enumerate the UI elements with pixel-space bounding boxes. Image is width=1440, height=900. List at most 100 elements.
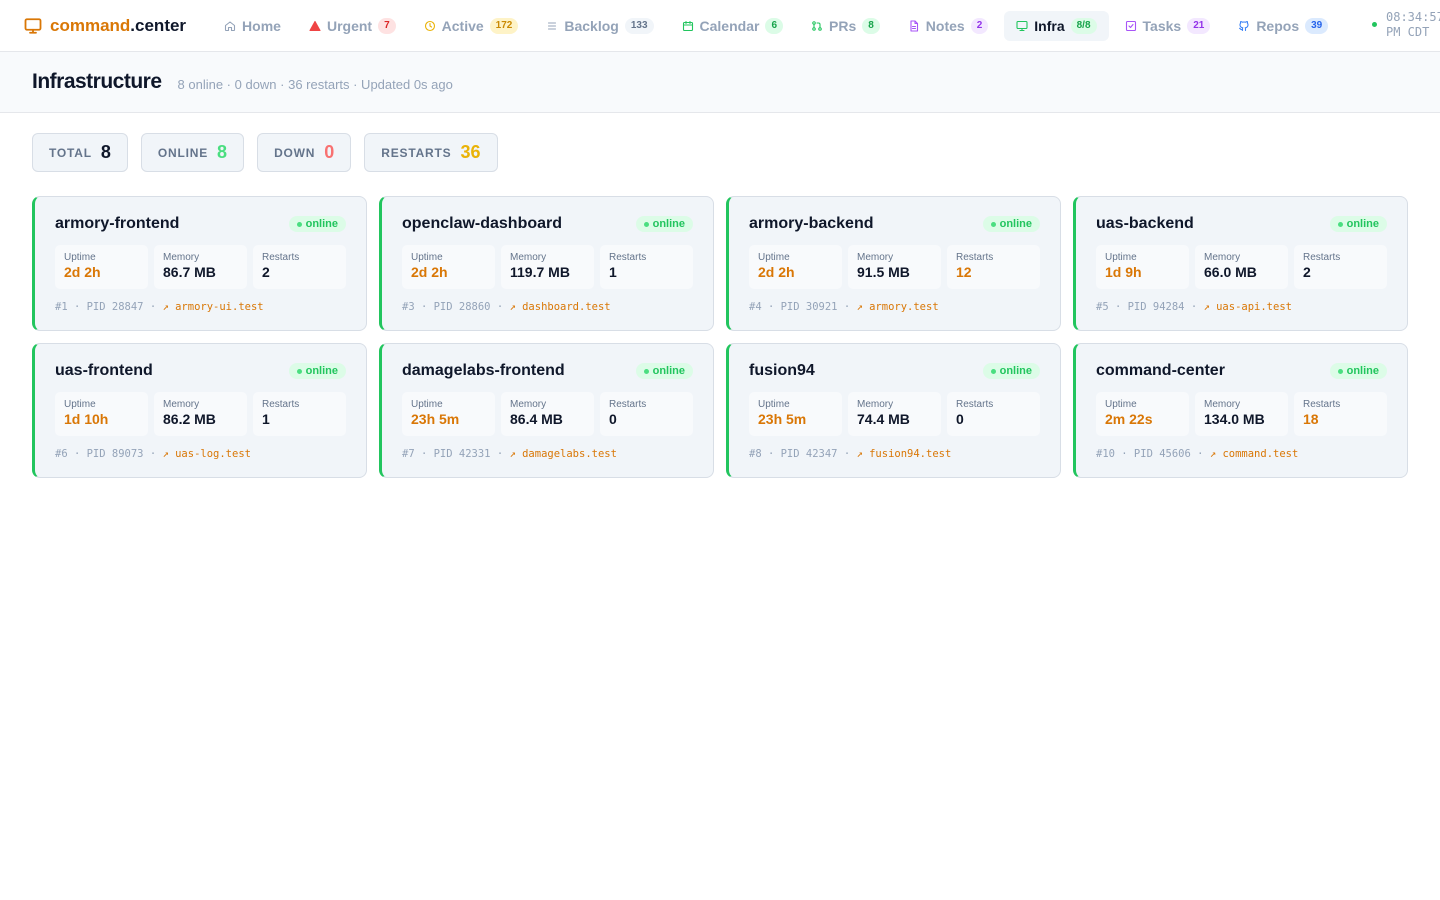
status-dot [643, 368, 649, 374]
service-name: fusion94 [749, 362, 815, 379]
tab-count-badge: 21 [1187, 17, 1211, 34]
service-card[interactable]: uas-frontend online Uptime 1d 10h Memory 86.2… [32, 343, 367, 478]
service-name: armory-frontend [55, 215, 180, 232]
service-link[interactable]: ↗ uas-log.test [162, 448, 251, 460]
tab-home[interactable]: Home [212, 11, 293, 41]
status-dot [1337, 368, 1343, 374]
service-meta: #7 · PID 42331 · ↗ damagelabs.test [402, 448, 693, 460]
tab-backlog[interactable]: Backlog 133 [534, 11, 665, 41]
metric-uptime: Uptime 2d 2h [749, 245, 842, 289]
top-navigation-bar: command.center Home Urgent 7 Active 172 Backl… [0, 0, 1440, 52]
service-card[interactable]: fusion94 online Uptime 23h 5m Memory 74.4 MB R… [726, 343, 1061, 478]
tab-calendar[interactable]: Calendar 6 [670, 11, 795, 41]
stat-label: ONLINE [157, 145, 209, 160]
service-name: damagelabs-frontend [402, 362, 565, 379]
metric-label: Restarts [1303, 399, 1341, 410]
metric-memory: Memory 134.0 MB [1195, 392, 1288, 436]
metric-value: 86.7 MB [163, 264, 216, 280]
service-meta: #10 · PID 45606 · ↗ command.test [1096, 448, 1387, 460]
status-dot [1337, 221, 1343, 227]
status-text: online [305, 365, 338, 377]
service-link[interactable]: ↗ dashboard.test [509, 301, 611, 313]
metric-value: 134.0 MB [1204, 411, 1265, 427]
status-text: online [652, 365, 685, 377]
process-info: #5 · PID 94284 · [1096, 301, 1204, 313]
status-badge: online [288, 216, 346, 232]
github-icon [1239, 20, 1249, 31]
service-link[interactable]: ↗ fusion94.test [856, 448, 952, 460]
status-text: online [305, 218, 338, 230]
service-link[interactable]: ↗ armory.test [856, 301, 939, 313]
tab-count-badge: 6 [765, 17, 783, 34]
metric-value: 12 [956, 264, 972, 280]
status-badge: online [635, 363, 693, 379]
metric-value: 91.5 MB [857, 264, 910, 280]
metric-label: Restarts [956, 399, 994, 410]
stat-value: 36 [460, 142, 481, 162]
service-link[interactable]: ↗ command.test [1209, 448, 1299, 460]
metric-value: 0 [609, 411, 617, 427]
service-link[interactable]: ↗ uas-api.test [1203, 301, 1292, 313]
tab-label: PRs [829, 17, 857, 34]
service-card[interactable]: damagelabs-frontend online Uptime 23h 5m Mem… [379, 343, 714, 478]
metric-label: Uptime [758, 252, 790, 263]
process-info: #6 · PID 89073 · [55, 448, 163, 460]
metric-label: Restarts [609, 399, 647, 410]
metric-restarts: Restarts 18 [1294, 392, 1387, 436]
metric-memory: Memory 86.2 MB [154, 392, 247, 436]
tab-infra[interactable]: Infra 8/8 [1004, 10, 1109, 41]
service-name: openclaw-dashboard [402, 215, 563, 232]
stat-total: TOTAL 8 [32, 133, 128, 172]
status-text: online [1346, 218, 1379, 230]
tab-active[interactable]: Active 172 [412, 11, 531, 41]
metric-label: Memory [163, 399, 200, 410]
service-meta: #5 · PID 94284 · ↗ uas-api.test [1096, 301, 1387, 313]
service-card[interactable]: uas-backend online Uptime 1d 9h Memory 66.0 M… [1073, 196, 1408, 331]
service-card[interactable]: armory-frontend online Uptime 2d 2h Memory 86… [32, 196, 367, 331]
service-card[interactable]: command-center online Uptime 2m 22s Memory 13… [1073, 343, 1408, 478]
service-name: command-center [1096, 362, 1225, 379]
stat-restarts: RESTARTS 36 [364, 133, 498, 172]
metric-value: 23h 5m [758, 411, 807, 427]
tab-notes[interactable]: Notes 2 [896, 11, 1000, 41]
tab-tasks[interactable]: Tasks 21 [1113, 11, 1223, 41]
service-card[interactable]: armory-backend online Uptime 2d 2h Memory 91.… [726, 196, 1061, 331]
calendar-icon [682, 20, 693, 31]
metric-value: 1d 10h [64, 411, 109, 427]
file-icon [910, 19, 918, 32]
metric-value: 2m 22s [1105, 411, 1153, 427]
tab-repos[interactable]: Repos 39 [1226, 11, 1340, 41]
stat-value: 0 [324, 142, 335, 162]
monitor-icon [1016, 20, 1028, 31]
metric-memory: Memory 74.4 MB [848, 392, 941, 436]
metric-restarts: Restarts 2 [1294, 245, 1387, 289]
metric-value: 1d 9h [1105, 264, 1142, 280]
service-link[interactable]: ↗ damagelabs.test [509, 448, 617, 460]
status-badge: online [635, 216, 693, 232]
status-text: online [652, 218, 685, 230]
metric-memory: Memory 119.7 MB [501, 245, 594, 289]
metric-value: 2d 2h [758, 264, 795, 280]
status-text: online [999, 365, 1032, 377]
brand-logo[interactable]: command.center [24, 16, 186, 36]
service-meta: #4 · PID 30921 · ↗ armory.test [749, 301, 1040, 313]
metric-value: 1 [609, 264, 617, 280]
process-info: #4 · PID 30921 · [749, 301, 857, 313]
tab-label: Calendar [699, 17, 760, 34]
metric-restarts: Restarts 0 [600, 392, 693, 436]
tab-urgent[interactable]: Urgent 7 [297, 11, 408, 41]
metric-memory: Memory 91.5 MB [848, 245, 941, 289]
metric-value: 2 [262, 264, 270, 280]
metric-label: Restarts [262, 399, 300, 410]
stat-online: ONLINE 8 [140, 133, 245, 172]
status-dot [990, 221, 996, 227]
metric-label: Memory [857, 399, 894, 410]
tab-prs[interactable]: PRs 8 [799, 11, 892, 41]
status-dot [643, 221, 649, 227]
tab-count-badge: 133 [624, 17, 654, 34]
clock-icon [424, 20, 435, 31]
metric-uptime: Uptime 23h 5m [749, 392, 842, 436]
service-link[interactable]: ↗ armory-ui.test [162, 301, 264, 313]
service-name: armory-backend [749, 215, 874, 232]
service-card[interactable]: openclaw-dashboard online Uptime 2d 2h Memor… [379, 196, 714, 331]
